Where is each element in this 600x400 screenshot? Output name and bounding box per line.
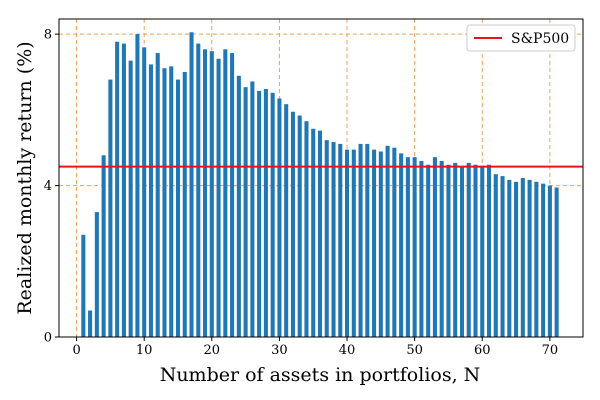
bar [439,160,444,337]
bar [121,43,126,337]
bar [115,41,120,337]
bar [534,181,539,337]
legend-box [466,24,576,52]
bar [432,157,437,337]
bar [419,160,424,337]
bar [142,47,147,338]
x-tick-label: 20 [204,343,221,358]
axis-ticks: 0 10 20 30 40 50 60 70 0 4 8 [44,28,558,358]
bar [284,104,289,337]
bar [304,121,309,337]
bar [426,164,431,337]
legend-label: S&P500 [511,31,569,47]
y-tick-label: 8 [44,28,52,43]
bar [216,58,221,337]
bar [209,51,214,338]
bar [520,178,525,337]
bar [453,162,458,337]
bar [365,143,370,337]
bar [541,183,546,337]
bar [263,89,268,338]
bar [94,212,99,337]
plot-frame [58,18,584,338]
bar [392,147,397,337]
bar [250,81,255,337]
bar [230,53,235,337]
x-tick-label: 40 [339,343,356,358]
bar [412,157,417,337]
bar [507,179,512,337]
bar [277,98,282,337]
bar [547,185,552,337]
bar [500,176,505,337]
bar [317,130,323,337]
bar [162,68,167,337]
bar [466,162,471,337]
y-axis-title: Realized monthly return (%) [14,41,36,314]
bar [405,157,410,337]
y-tick-label: 0 [44,331,52,346]
bar [148,64,153,337]
bar [236,75,241,338]
bar [372,149,377,337]
bar [385,145,390,337]
bar [243,87,248,338]
bar [135,34,140,338]
bar [486,164,492,337]
legend: S&P500 [466,24,576,52]
bar [324,140,329,337]
bar [88,310,93,337]
bar [203,49,208,338]
bar [459,166,465,337]
bar [155,53,160,337]
bar [108,79,113,338]
x-tick-label: 60 [474,343,491,358]
bar [473,164,478,337]
bar [358,143,363,337]
bar [493,174,498,337]
bar [446,164,451,337]
bar-series [81,32,559,338]
x-tick-label: 50 [406,343,423,358]
bar [338,143,343,337]
bar [196,43,201,337]
bar [378,151,383,337]
bar [169,66,174,338]
x-axis-title: Number of assets in portfolios, N [160,364,481,386]
bar [399,153,404,337]
bar [223,49,228,338]
bar [290,111,295,337]
bar [257,90,262,337]
x-tick-label: 30 [271,343,288,358]
bar [182,72,187,337]
bar [514,181,519,337]
bar [480,166,485,337]
bar [297,115,302,338]
bar [331,142,336,337]
bar [351,149,356,337]
bar [189,32,194,337]
bar [175,79,181,338]
bar [128,60,133,338]
x-tick-label: 70 [542,343,559,358]
bar [527,179,532,337]
bar [81,234,86,337]
bar [345,149,350,337]
x-tick-label: 0 [72,343,80,358]
bar [270,92,275,337]
y-tick-label: 4 [44,179,52,194]
bar [554,187,559,337]
bar [101,155,106,337]
x-tick-label: 10 [136,343,153,358]
bar [311,128,316,337]
